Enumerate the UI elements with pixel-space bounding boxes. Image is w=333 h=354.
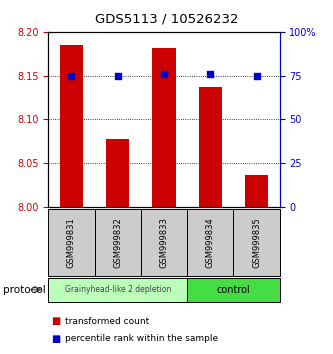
Text: GDS5113 / 10526232: GDS5113 / 10526232: [95, 12, 238, 25]
Point: [69, 73, 74, 79]
Point: [208, 71, 213, 77]
Text: GSM999832: GSM999832: [113, 217, 122, 268]
Point: [115, 73, 121, 79]
Bar: [141, 209, 187, 276]
Bar: [60, 45, 83, 207]
Bar: [153, 48, 175, 207]
Text: GSM999835: GSM999835: [252, 217, 261, 268]
Bar: [187, 209, 233, 276]
Text: Grainyhead-like 2 depletion: Grainyhead-like 2 depletion: [65, 285, 171, 294]
Bar: [245, 175, 268, 207]
Text: ■: ■: [52, 316, 61, 326]
Bar: [106, 139, 129, 207]
Bar: [95, 209, 141, 276]
Text: GSM999833: GSM999833: [160, 217, 168, 268]
Text: ■: ■: [52, 334, 61, 344]
Text: GSM999831: GSM999831: [67, 217, 76, 268]
Bar: [48, 209, 95, 276]
Bar: [233, 209, 280, 276]
Text: percentile rank within the sample: percentile rank within the sample: [65, 334, 218, 343]
Text: transformed count: transformed count: [65, 316, 149, 326]
Point: [161, 71, 166, 77]
Bar: [199, 87, 222, 207]
Bar: [48, 278, 187, 302]
Text: control: control: [216, 285, 250, 295]
Point: [254, 73, 259, 79]
Text: GSM999834: GSM999834: [206, 217, 215, 268]
Bar: [187, 278, 280, 302]
Text: protocol: protocol: [3, 285, 46, 295]
